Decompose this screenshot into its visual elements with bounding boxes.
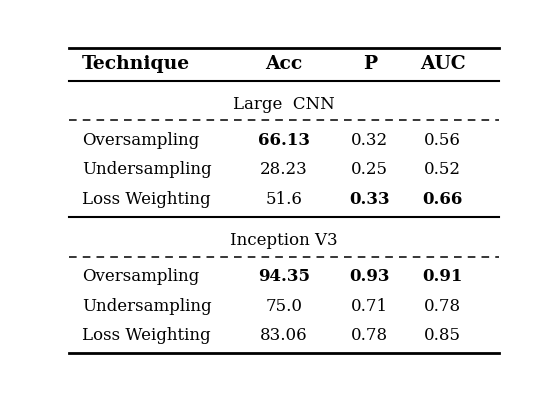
Text: AUC: AUC <box>420 55 465 73</box>
Text: 0.71: 0.71 <box>351 298 388 315</box>
Text: Large  CNN: Large CNN <box>233 96 335 113</box>
Text: 0.32: 0.32 <box>351 132 388 149</box>
Text: Loss Weighting: Loss Weighting <box>82 327 211 344</box>
Text: 66.13: 66.13 <box>258 132 310 149</box>
Text: 75.0: 75.0 <box>265 298 302 315</box>
Text: Loss Weighting: Loss Weighting <box>82 191 211 208</box>
Text: 28.23: 28.23 <box>260 161 308 178</box>
Text: 0.85: 0.85 <box>424 327 461 344</box>
Text: 0.91: 0.91 <box>423 268 463 285</box>
Text: 0.56: 0.56 <box>424 132 461 149</box>
Text: Inception V3: Inception V3 <box>230 232 338 249</box>
Text: 0.66: 0.66 <box>423 191 463 208</box>
Text: Acc: Acc <box>265 55 302 73</box>
Text: 83.06: 83.06 <box>260 327 307 344</box>
Text: Undersampling: Undersampling <box>82 298 212 315</box>
Text: 0.78: 0.78 <box>351 327 388 344</box>
Text: 0.52: 0.52 <box>424 161 461 178</box>
Text: Undersampling: Undersampling <box>82 161 212 178</box>
Text: 51.6: 51.6 <box>265 191 302 208</box>
Text: Oversampling: Oversampling <box>82 132 199 149</box>
Text: Technique: Technique <box>82 55 190 73</box>
Text: Oversampling: Oversampling <box>82 268 199 285</box>
Text: 94.35: 94.35 <box>258 268 310 285</box>
Text: 0.25: 0.25 <box>351 161 388 178</box>
Text: 0.78: 0.78 <box>424 298 461 315</box>
Text: P: P <box>363 55 377 73</box>
Text: 0.93: 0.93 <box>350 268 390 285</box>
Text: 0.33: 0.33 <box>350 191 390 208</box>
